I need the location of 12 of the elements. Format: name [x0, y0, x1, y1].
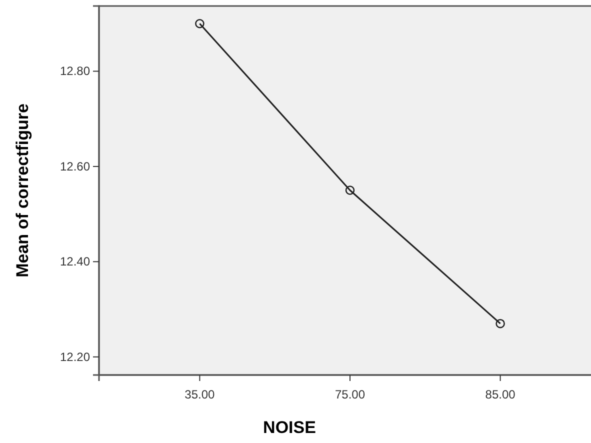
x-tick-label: 85.00 [485, 387, 516, 402]
x-tick-label: 35.00 [184, 387, 216, 402]
point [496, 318, 505, 328]
y-tick-label: 12.20 [60, 350, 90, 364]
y-axis-title: Mean of correctfigure [13, 104, 32, 278]
x-axis-title: NOISE [263, 418, 316, 437]
y-tick-label: 12.80 [60, 64, 90, 78]
point [195, 18, 204, 28]
x-tick-label: 75.00 [334, 387, 366, 402]
y-tick-label: 12.40 [60, 254, 90, 269]
point [345, 186, 355, 195]
y-tick-label: 12.60 [60, 159, 90, 174]
